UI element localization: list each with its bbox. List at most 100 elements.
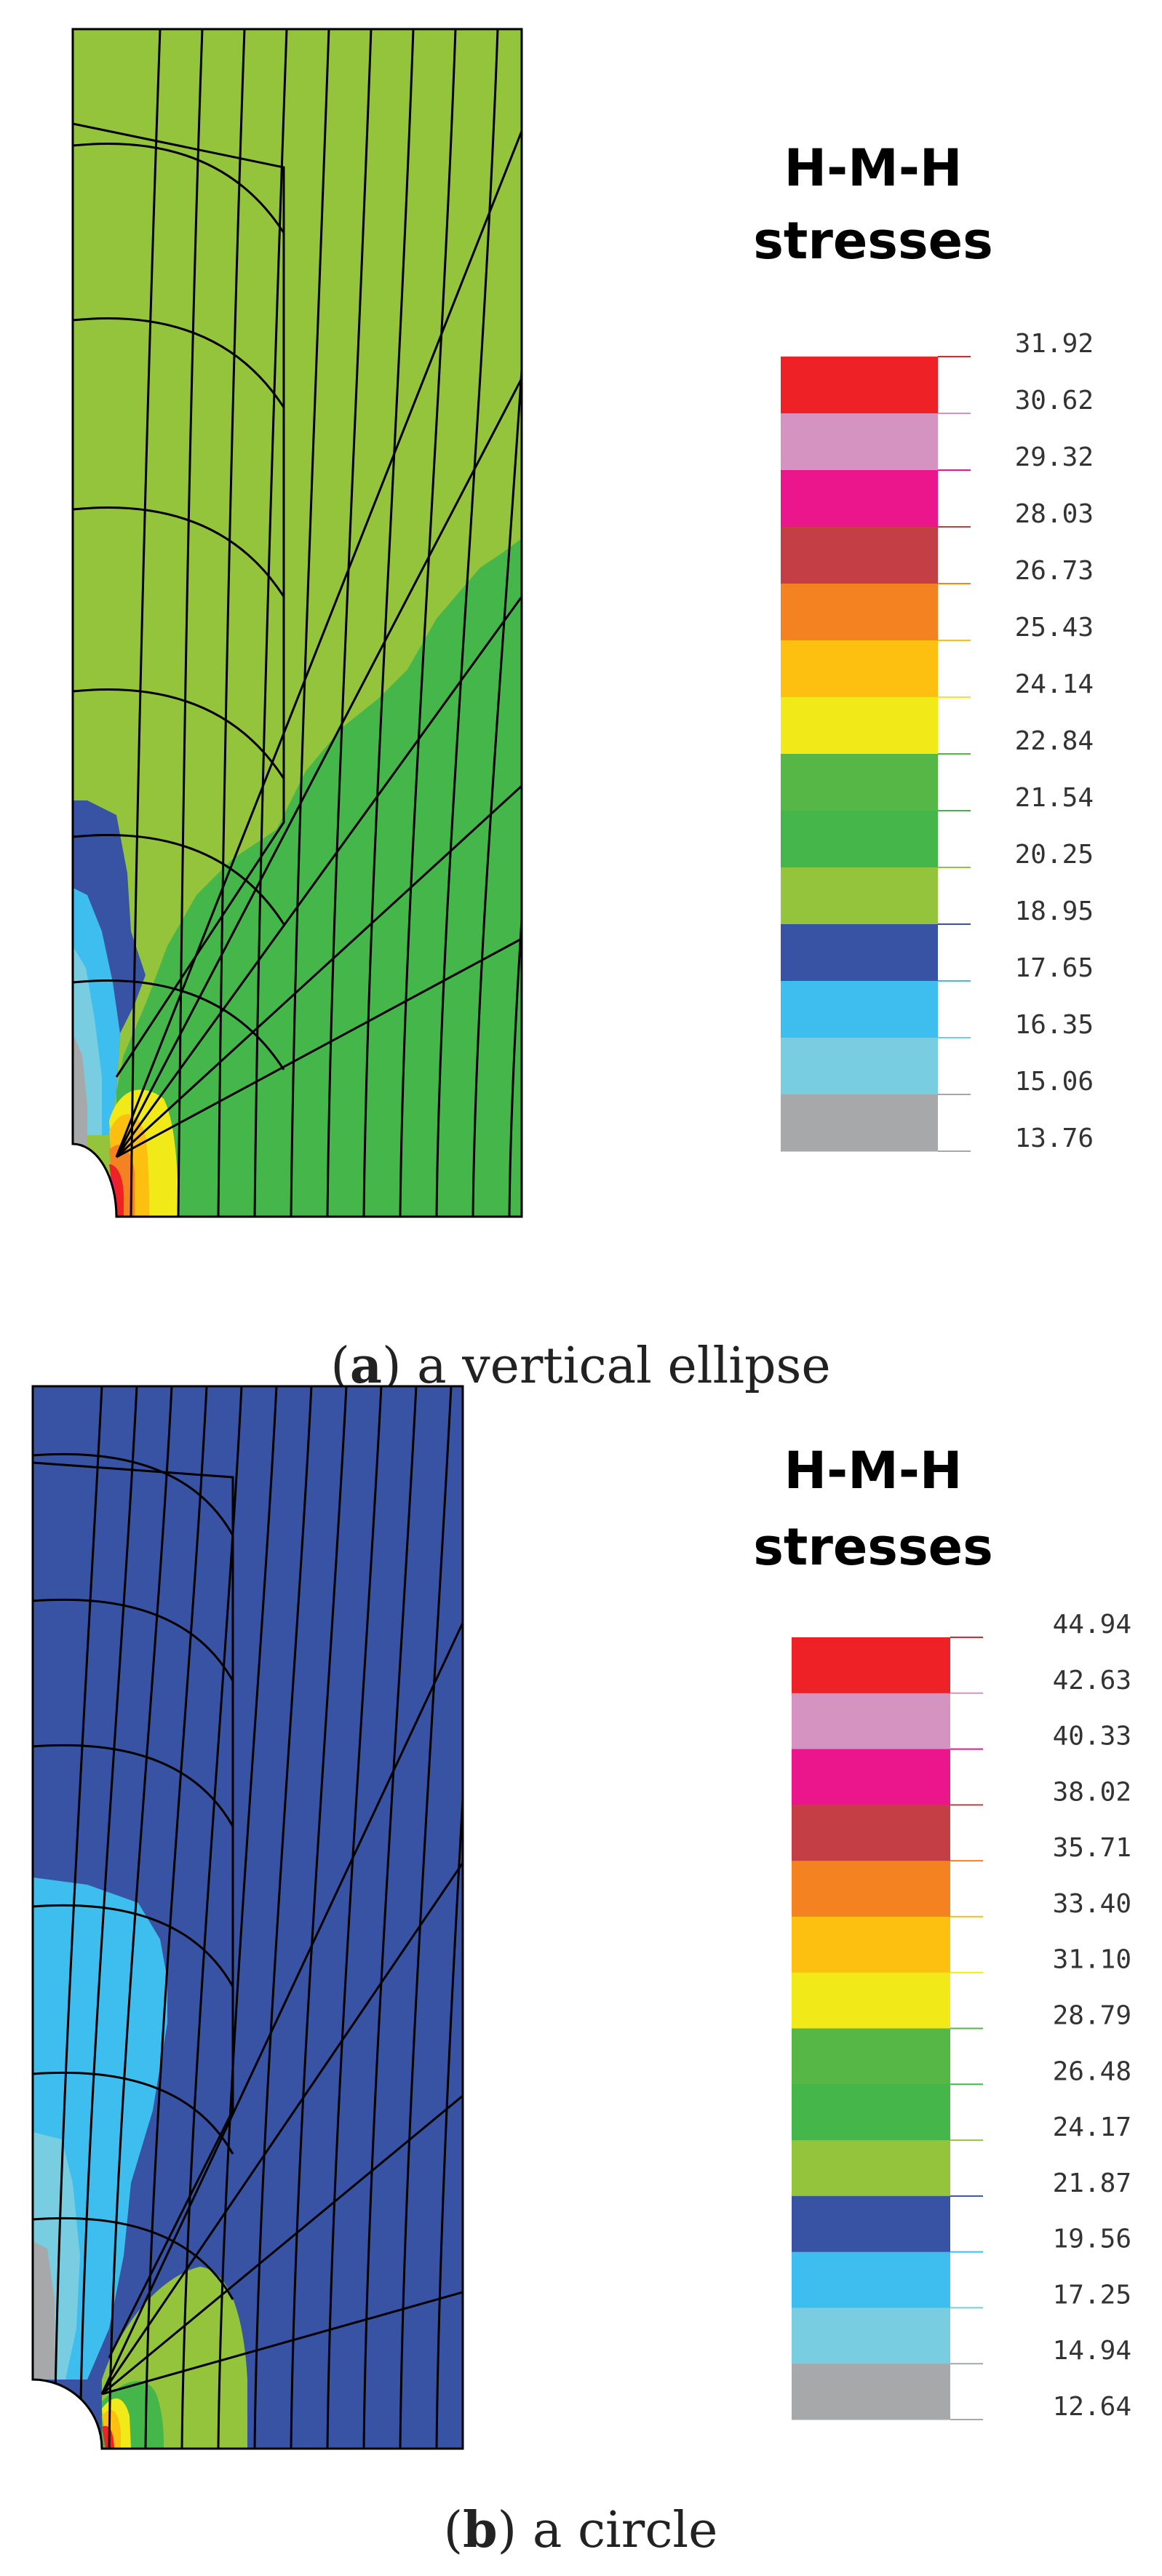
mesh-line [253,1386,313,2449]
panel-b-mesh [33,1386,463,2449]
panel-a-legend-value: 28.03 [1015,499,1094,529]
panel-a-legend-value: 31.92 [1015,329,1094,359]
panel-a-legend-swatch [781,811,938,868]
mesh-line [73,688,285,779]
panel-b-legend-swatch [792,1693,950,1750]
mesh-line [115,596,522,1158]
mesh-line [33,1744,234,1827]
panel-b-legend-value: 35.71 [1053,1833,1131,1863]
panel-b-legend-swatch [792,2364,950,2420]
mesh-line [33,2071,234,2155]
panel-b-legend-swatch [792,2028,950,2085]
panel-b-legend-value: 38.02 [1053,1777,1131,1807]
panel-a-legend-swatch [781,357,938,414]
panel-b-legend-value: 44.94 [1053,1610,1131,1639]
mesh-line [101,2291,463,2396]
panel-b-outline [31,1385,464,2450]
panel-b-stress-plot [33,1386,463,2449]
mesh-line [73,122,285,1078]
panel-a-legend-swatch [781,413,938,471]
panel-a: H-M-H stresses 31.92 30.62 29.32 28.03 26.73… [71,28,1094,1395]
mesh-line [399,1386,453,2449]
mesh-line [508,29,522,1217]
panel-b-legend-value: 40.33 [1053,1722,1131,1752]
panel-a-legend-swatch [781,527,938,584]
panel-b-legend-value: 31.10 [1053,1945,1131,1975]
panel-a-legend-swatch [781,867,938,925]
panel-b-legend-swatch [792,2084,950,2141]
panel-b-legend: 44.94 42.63 40.33 38.02 35.71 33.40 31.10 28.79… [792,1610,1131,2422]
mesh-line [399,29,457,1217]
panel-a-legend-swatch [781,697,938,755]
panel-a-legend-value: 20.25 [1015,840,1094,870]
panel-b-legend-swatch [792,1749,950,1805]
panel-b-legend-swatch [792,1972,950,2029]
panel-a-region-red [109,1164,124,1217]
mesh-line [53,1386,103,2449]
panel-a-legend-swatch [781,470,938,528]
panel-a-legend-value: 13.76 [1015,1124,1094,1153]
mesh-line [33,1904,234,1987]
mesh-line [362,1386,418,2449]
mesh-line [33,2217,234,2300]
panel-b: H-M-H stresses 44.94 42.63 40.33 38.02 35.71… [31,1385,1131,2559]
panel-a-legend-swatch [781,640,938,698]
panel-a-legend-swatch [781,1094,938,1152]
mesh-line [130,29,162,1217]
panel-b-legend-title-line-1: H-M-H [784,1441,963,1500]
mesh-line [79,1386,138,2449]
mesh-line [177,29,204,1217]
mesh-line [115,784,522,1158]
mesh-line [362,29,415,1217]
panel-a-legend-value: 29.32 [1015,442,1094,472]
panel-a-legend-swatch [781,1038,938,1095]
panel-a-legend-value: 25.43 [1015,613,1094,643]
panel-b-legend-swatch [792,2307,950,2364]
panel-b-region-grey [33,2241,55,2380]
mesh-line [253,29,288,1217]
mesh-line [217,29,246,1217]
mesh-line [115,378,522,1158]
panel-b-caption-letter: b [463,2501,498,2559]
panel-a-legend-swatch [781,754,938,811]
panel-b-legend-swatch [792,1637,950,1694]
mesh-line [73,317,285,408]
panel-a-mesh [73,29,522,1217]
panel-a-legend: 31.92 30.62 29.32 28.03 26.73 25.43 24.14 22.84… [781,329,1094,1153]
panel-a-region-grey [73,1033,87,1150]
mesh-line [326,1386,383,2449]
mesh-line [33,1598,234,1682]
panel-a-legend-value: 30.62 [1015,386,1094,416]
panel-b-legend-value: 28.79 [1053,2001,1131,2031]
panel-b-caption: (b) a circle [444,2501,718,2559]
panel-a-legend-value: 24.14 [1015,669,1094,699]
panel-b-legend-value: 21.87 [1053,2168,1131,2198]
panel-b-legend-swatch [792,2251,950,2308]
mesh-line [471,29,522,1217]
mesh-line [115,130,522,1158]
panel-a-legend-value: 16.35 [1015,1010,1094,1040]
mesh-line [73,979,285,1070]
mesh-line [100,1862,463,2395]
mesh-line [33,1461,234,2358]
panel-a-legend-value: 17.65 [1015,953,1094,983]
panel-a-outline [71,28,523,1218]
mesh-line [326,29,373,1217]
panel-b-legend-swatch [792,2140,950,2197]
panel-b-legend-swatch [792,1805,950,1861]
panel-b-legend-title-line-2: stresses [753,1517,993,1577]
mesh-line [100,1622,463,2395]
mesh-line [217,1386,278,2449]
mesh-line [108,1386,173,2449]
panel-b-legend-value: 42.63 [1053,1666,1131,1696]
panel-a-caption-text: a vertical ellipse [401,1337,830,1395]
panel-a-legend-swatch [781,924,938,982]
mesh-line [33,1452,234,1536]
panel-b-legend-value: 33.40 [1053,1889,1131,1919]
panel-a-legend-title-line-2: stresses [753,211,993,271]
mesh-line [290,29,330,1217]
mesh-line [290,1386,348,2449]
panel-b-legend-value: 12.64 [1053,2392,1131,2422]
